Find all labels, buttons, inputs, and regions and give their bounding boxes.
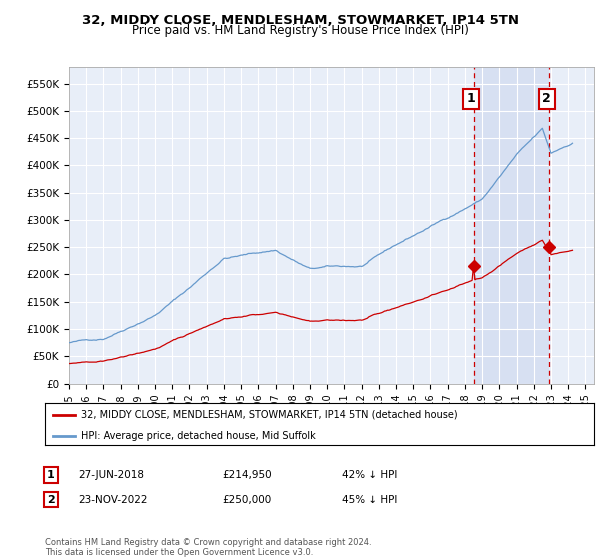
- Text: £214,950: £214,950: [222, 470, 272, 480]
- Text: 23-NOV-2022: 23-NOV-2022: [78, 494, 148, 505]
- Text: Price paid vs. HM Land Registry's House Price Index (HPI): Price paid vs. HM Land Registry's House …: [131, 24, 469, 37]
- Text: 45% ↓ HPI: 45% ↓ HPI: [342, 494, 397, 505]
- Text: 32, MIDDY CLOSE, MENDLESHAM, STOWMARKET, IP14 5TN (detached house): 32, MIDDY CLOSE, MENDLESHAM, STOWMARKET,…: [80, 410, 457, 420]
- Text: 32, MIDDY CLOSE, MENDLESHAM, STOWMARKET, IP14 5TN: 32, MIDDY CLOSE, MENDLESHAM, STOWMARKET,…: [82, 14, 518, 27]
- Text: HPI: Average price, detached house, Mid Suffolk: HPI: Average price, detached house, Mid …: [80, 431, 316, 441]
- Text: 27-JUN-2018: 27-JUN-2018: [78, 470, 144, 480]
- Text: 42% ↓ HPI: 42% ↓ HPI: [342, 470, 397, 480]
- Bar: [473, 67, 549, 384]
- Text: 2: 2: [542, 92, 551, 105]
- Text: 1: 1: [467, 92, 475, 105]
- Text: Contains HM Land Registry data © Crown copyright and database right 2024.
This d: Contains HM Land Registry data © Crown c…: [45, 538, 371, 557]
- Text: 2: 2: [47, 494, 55, 505]
- Text: £250,000: £250,000: [222, 494, 271, 505]
- Text: 1: 1: [47, 470, 55, 480]
